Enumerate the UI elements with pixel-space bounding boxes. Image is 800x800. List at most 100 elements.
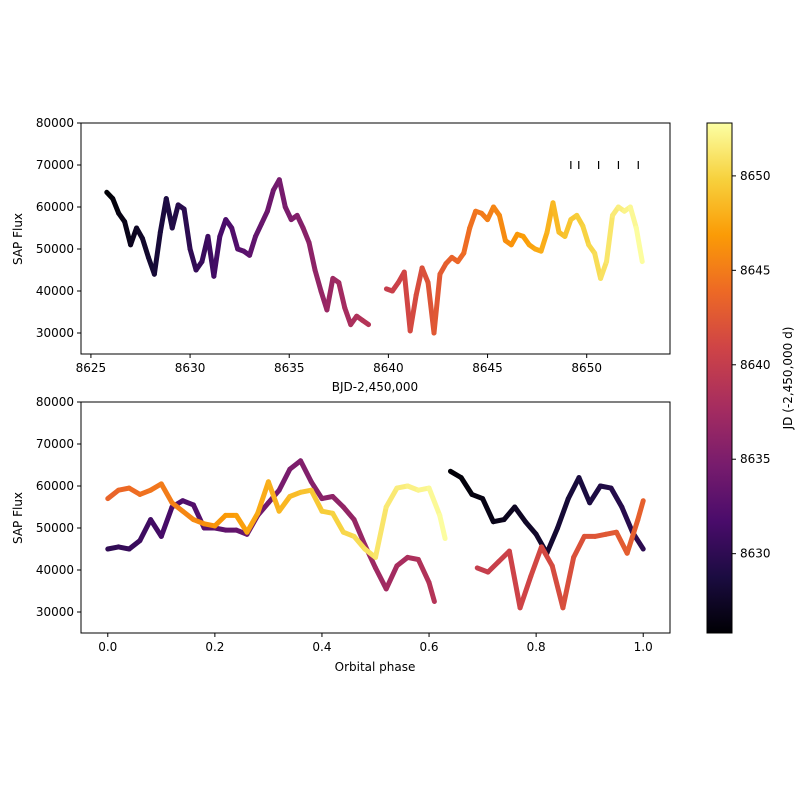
bottom-series-segment	[635, 498, 646, 523]
bottom-series-segment	[383, 485, 400, 510]
bottom-series-segment	[619, 504, 636, 535]
bottom-series-segment	[544, 525, 561, 556]
bottom-x-ticks: 0.0 0.2 0.4 0.6 0.8 1.0	[98, 633, 653, 654]
top-series-segment	[598, 259, 610, 281]
bottom-y-axis-label: SAP Flux	[11, 492, 25, 544]
top-data-layer	[104, 161, 645, 336]
bot-ytick-label: 80000	[36, 395, 74, 409]
top-series-segment	[633, 225, 645, 265]
top-series-segment	[580, 223, 592, 248]
bottom-series-segment	[308, 487, 325, 514]
bottom-series-segment	[528, 544, 544, 579]
bot-ytick-label: 50000	[36, 521, 74, 535]
colorbar: 8630 8635 8640 8645 8650 JD (-2,450,000 d)	[706, 122, 795, 634]
bottom-series-segment	[522, 519, 539, 537]
bottom-series-segment	[233, 512, 250, 535]
bottom-series-segment	[255, 479, 271, 516]
top-series-segment	[187, 246, 199, 273]
bottom-y-ticks: 30000 40000 50000 60000 70000 80000	[36, 395, 81, 619]
bottom-data-layer	[105, 458, 646, 611]
colorbar-tick-label: 8650	[740, 169, 771, 183]
bottom-series-segment	[437, 512, 448, 541]
bottom-x-axis-label: Orbital phase	[335, 660, 416, 674]
colorbar-label: JD (-2,450,000 d)	[781, 327, 795, 431]
top-ytick-label: 70000	[36, 158, 74, 172]
bottom-series-segment	[137, 517, 154, 544]
top-series-segment	[169, 202, 181, 231]
bottom-series-segment	[330, 510, 346, 535]
bottom-series-segment	[426, 580, 437, 604]
bottom-series-segment	[383, 563, 400, 592]
bottom-series-segment	[340, 504, 357, 523]
colorbar-tick-label: 8630	[740, 547, 771, 561]
bottom-series-segment	[517, 573, 534, 611]
bottom-series-segment	[458, 475, 475, 497]
top-series-segment	[627, 204, 639, 231]
bottom-series-segment	[608, 485, 625, 510]
colorbar-tick-label: 8635	[740, 452, 771, 466]
bottom-series-segment	[576, 475, 593, 506]
top-panel: 8625 8630 8635 8640 8645 8650 30000 40000 50000…	[11, 116, 671, 394]
bottom-series-segment	[308, 479, 325, 502]
top-series-segment	[538, 229, 550, 254]
bottom-series-segment	[480, 496, 496, 525]
top-xtick-label: 8635	[274, 361, 305, 375]
top-series-segment	[550, 200, 562, 235]
bottom-series-segment	[587, 483, 603, 506]
top-series-segment	[431, 271, 443, 336]
bottom-series-segment	[555, 496, 571, 531]
bottom-series-segment	[373, 565, 389, 592]
top-xtick-label: 8630	[175, 361, 206, 375]
top-series-segment	[300, 225, 312, 246]
bottom-series-segment	[276, 494, 293, 514]
top-ytick-label: 40000	[36, 284, 74, 298]
top-y-ticks: 30000 40000 50000 60000 70000 80000	[36, 116, 81, 340]
top-ytick-label: 50000	[36, 242, 74, 256]
bottom-series-segment	[265, 479, 282, 514]
bottom-series-segment	[560, 554, 577, 611]
bottom-series-segment	[276, 466, 293, 493]
bot-xtick-label: 0.2	[205, 640, 224, 654]
top-series-segment	[461, 225, 473, 256]
top-x-axis-label: BJD-2,450,000	[332, 380, 418, 394]
top-ytick-label: 60000	[36, 200, 74, 214]
top-xtick-label: 8640	[373, 361, 404, 375]
bottom-series-segment	[512, 504, 528, 525]
bottom-series-segment	[506, 548, 523, 611]
bottom-series-segment	[148, 517, 164, 539]
bottom-series-segment	[624, 517, 641, 556]
top-series-segment	[229, 225, 241, 252]
top-series-segment	[247, 233, 259, 258]
top-xtick-label: 8625	[76, 361, 107, 375]
bottom-series-segment	[351, 533, 368, 552]
top-series-segment	[401, 269, 413, 334]
bottom-series-segment	[538, 544, 555, 569]
bottom-series-segment	[426, 485, 443, 518]
bottom-series-segment	[298, 458, 314, 485]
bottom-series-segment	[565, 475, 582, 502]
colorbar-tick-label: 8640	[740, 358, 771, 372]
bottom-series-segment	[613, 529, 630, 556]
top-ytick-label: 80000	[36, 116, 74, 130]
top-series-segment	[562, 217, 574, 239]
top-xtick-label: 8650	[571, 361, 602, 375]
bottom-series-segment	[549, 563, 566, 611]
colorbar-gradient	[706, 122, 733, 634]
top-series-segment	[407, 292, 419, 334]
bot-ytick-label: 40000	[36, 563, 74, 577]
bottom-series-segment	[158, 504, 175, 539]
top-series-segment	[604, 212, 615, 265]
bot-ytick-label: 60000	[36, 479, 74, 493]
colorbar-ticks: 8630 8635 8640 8645 8650	[732, 169, 771, 561]
top-series-segment	[467, 208, 479, 231]
bot-xtick-label: 0.6	[419, 640, 438, 654]
top-series-segment	[312, 267, 324, 294]
top-series-segment	[264, 187, 276, 214]
top-series-segment	[276, 177, 288, 210]
bottom-series-segment	[244, 510, 261, 535]
top-series-segment	[110, 196, 122, 216]
bot-xtick-label: 0.0	[98, 640, 117, 654]
bot-ytick-label: 70000	[36, 437, 74, 451]
top-axes-frame	[80, 122, 671, 355]
top-series-segment	[211, 233, 223, 279]
